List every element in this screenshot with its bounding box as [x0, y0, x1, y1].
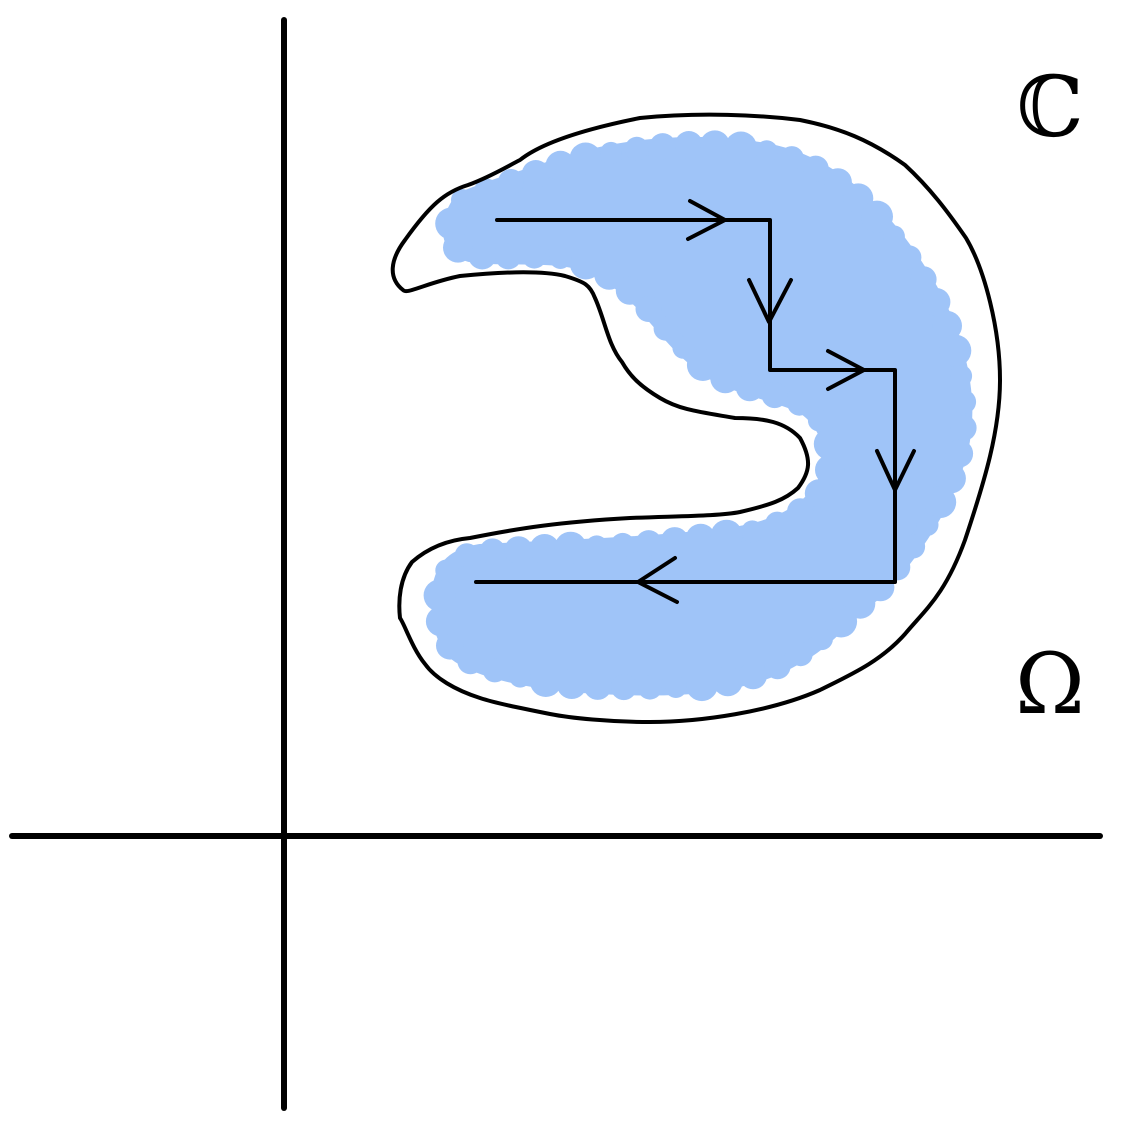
shaded-set-edge-blob [522, 244, 547, 269]
shaded-set-edge-blob [600, 141, 622, 164]
shaded-set-edge-blob [454, 543, 479, 568]
shaded-set-edge-blob [897, 245, 922, 270]
shaded-set-edge-blob [815, 454, 845, 485]
shaded-set-edge-blob [635, 296, 662, 322]
shaded-set-edge-blob [735, 373, 764, 402]
shaded-set-edge-blob [529, 665, 562, 697]
shaded-set-edge-blobs [423, 130, 977, 702]
shaded-set-edge-blob [637, 675, 662, 700]
shaded-set-edge-blob [765, 511, 790, 536]
shaded-set-edge-blob [624, 136, 649, 161]
shaded-set-edge-blob [779, 146, 804, 171]
shaded-set-edge-blob [545, 150, 576, 181]
shaded-set-edge-blob [610, 674, 637, 701]
shaded-set-edge-blob [509, 665, 532, 688]
shaded-set-edge-blob [521, 160, 550, 188]
polygonal-path [474, 199, 916, 604]
shaded-set-edge-blob [939, 334, 972, 367]
shaded-set-edge-blob [594, 259, 625, 290]
shaded-set-edge-blob [910, 266, 937, 293]
axes [9, 17, 1103, 1111]
shaded-set-edge-blob [724, 131, 757, 164]
shaded-set-edge-blob [950, 414, 977, 441]
shaded-set-edge-blob [686, 349, 719, 381]
shaded-set-edge-blob [882, 225, 905, 248]
shaded-set-edge-blob [495, 243, 522, 270]
shaded-set-edge-blob [498, 169, 524, 195]
shaded-set-edge-blob [436, 631, 464, 660]
shaded-set-edge-blob [916, 513, 939, 536]
shaded-set-edge-blob [901, 534, 926, 559]
shaded-set-edge-blob [569, 247, 602, 280]
shaded-set-edge-blob [712, 666, 743, 697]
shaded-set-edge-blob [945, 439, 974, 468]
shaded-set-edge-blob [685, 523, 716, 554]
shaded-set-edge-blob [861, 200, 893, 233]
shaded-set-edge-blob [660, 527, 689, 556]
shaded-set-edge-blob [554, 531, 587, 564]
shaded-set-edge-blob [672, 336, 695, 359]
shaded-set-edge-blob [653, 316, 678, 341]
arrowhead-down-second [875, 449, 916, 492]
shaded-set-edge-blob [823, 168, 852, 197]
shaded-set-edge-blob [813, 428, 846, 460]
shaded-set-edge-blob [685, 669, 718, 702]
shaded-set-edge-blob [755, 140, 778, 163]
shaded-set-edge-blob [952, 389, 977, 414]
shaded-set-edge-blob [825, 605, 858, 638]
shaded-set [423, 130, 977, 702]
shaded-set-edge-blob [635, 530, 662, 557]
shaded-set-edge-blob [474, 178, 499, 203]
region-symbol: Ω [1015, 635, 1085, 733]
shaded-set-edge-blob [761, 382, 788, 409]
shaded-set-edge-blob [932, 310, 962, 341]
shaded-set-edge-blob [457, 648, 484, 675]
shaded-set-edge-blob [425, 606, 456, 637]
shaded-set-edge-blob [549, 247, 572, 269]
shaded-set-edge-blob [764, 653, 791, 680]
region-boundary-curve [390, 112, 1002, 724]
shaded-set-edge-blob [804, 479, 833, 508]
shaded-set-edge-blob [435, 559, 458, 582]
shaded-set-edge-blob [585, 535, 608, 558]
shaded-set-edge-blob [423, 579, 456, 612]
shaded-set-edge-blob [922, 288, 951, 316]
shaded-set-edge-blob [950, 365, 973, 387]
shaded-set-edge-blob [482, 658, 507, 683]
shaded-set-edge-blob [664, 676, 687, 698]
shaded-set-edge-blob [674, 131, 703, 159]
shaded-set-edge-blob [583, 671, 612, 700]
shaded-set-edge-blob [610, 532, 635, 557]
shaded-set-edge-blob [529, 534, 560, 564]
shaded-set-edge-blob [924, 486, 957, 519]
shaded-set-edge-blob [802, 155, 829, 182]
shaded-set-edge-blob [556, 669, 587, 699]
shaded-set-edge-blob [884, 554, 911, 581]
shaded-set-edge-blob [741, 520, 764, 543]
arrowhead-down-first [747, 278, 793, 324]
shaded-set-edge-blob [788, 642, 813, 667]
shaded-set-edge-blob [699, 130, 730, 161]
shaded-set-edge-blob [479, 538, 506, 565]
shaded-set-edge-blob [649, 133, 676, 160]
shaded-set-edge-blob [615, 276, 644, 305]
shaded-set-edge-blob [787, 498, 814, 525]
shaded-set-edge-blob [807, 409, 830, 432]
shaded-set-edge-blob [443, 232, 473, 263]
arrowhead-left-bottom [636, 556, 679, 604]
complex-plane-symbol: ℂ [1017, 58, 1084, 156]
shaded-set-edge-blob [435, 207, 468, 240]
shaded-set-edge-blob [739, 661, 768, 690]
shaded-set-edge-blob [504, 536, 533, 565]
shaded-set-edge-blob [935, 463, 966, 494]
shaded-set-edge-blob [468, 241, 497, 270]
shaded-set-edge-blob [569, 142, 602, 175]
shaded-set-edge-blob [810, 628, 833, 651]
shaded-set-edge-blob [787, 391, 812, 416]
arrowhead-right-middle [826, 349, 866, 391]
shaded-set-edge-blob [710, 519, 743, 552]
shaded-set-edge-blob [451, 189, 473, 211]
arrowhead-right-top [686, 199, 727, 241]
